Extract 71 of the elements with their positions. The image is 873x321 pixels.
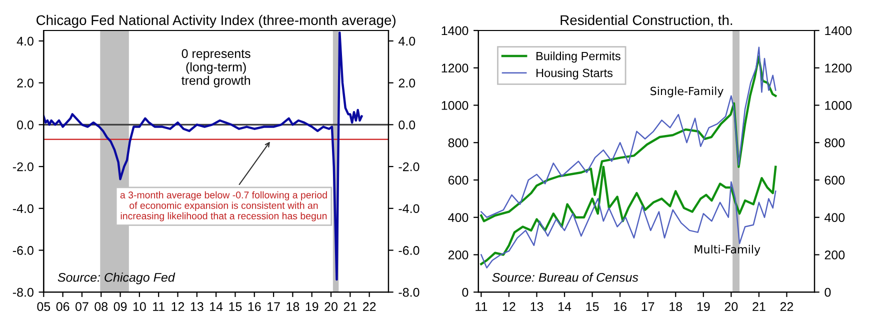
y-tick-label: 800	[448, 138, 468, 148]
y-tick-label: 600	[448, 176, 468, 185]
y-tick-label: -4.0	[12, 204, 34, 214]
x-tick-label: 10	[133, 302, 146, 312]
y-tick-label: 1200	[442, 64, 468, 73]
y2-tick-label: 0.0	[398, 120, 416, 130]
x-tick-label: 18	[286, 302, 300, 312]
y2-tick-label: 800	[824, 138, 845, 148]
x-tick-label: 14	[558, 302, 572, 311]
x-tick-label: 11	[153, 302, 164, 311]
x-tick-label: 08	[94, 302, 108, 312]
y2-tick-label: 2.0	[398, 78, 416, 88]
annotation: Source: Bureau of Census	[492, 272, 638, 282]
y2-tick-label: 0	[824, 288, 831, 297]
annotation: Single-Family	[650, 86, 724, 98]
chart-title: Chicago Fed National Activity Index (three-month average)	[36, 14, 396, 28]
y-tick-label: -8.0	[12, 288, 34, 297]
x-tick-label: 21	[752, 302, 766, 311]
legend-label: Housing Starts	[536, 68, 613, 80]
annotation: 0 represents (long-term) trend growth	[182, 49, 250, 88]
x-tick-label: 16	[614, 302, 626, 312]
x-tick-label: 05	[37, 302, 50, 312]
x-tick-label: 12	[172, 302, 184, 311]
y-tick-label: -2.0	[12, 162, 34, 172]
y-tick-label: -6.0	[12, 246, 34, 255]
x-tick-label: 11	[476, 302, 488, 311]
x-tick-label: 19	[697, 302, 710, 312]
y2-tick-label: 4.0	[398, 36, 416, 46]
y-tick-label: 0	[462, 288, 468, 297]
x-tick-label: 21	[344, 302, 357, 311]
x-tick-label: 22	[780, 302, 794, 311]
x-tick-label: 17	[642, 302, 654, 311]
x-tick-label: 22	[363, 302, 376, 311]
y-tick-label: 0.0	[17, 120, 34, 130]
y-tick-label: 1400	[442, 26, 468, 36]
x-tick-label: 12	[502, 302, 516, 311]
x-tick-label: 15	[229, 302, 242, 312]
legend-label: Building Permits	[536, 52, 620, 63]
x-tick-label: 16	[248, 302, 261, 312]
y2-tick-label: 1000	[825, 101, 852, 110]
y-tick-label: 200	[448, 250, 468, 260]
y2-tick-label: 1400	[825, 26, 852, 36]
y2-tick-label: -6.0	[398, 246, 420, 255]
line-series	[480, 181, 776, 268]
y2-tick-label: -2.0	[398, 162, 420, 172]
x-tick-label: 13	[190, 302, 204, 312]
y-tick-label: 2.0	[17, 78, 34, 88]
x-tick-label: 20	[724, 302, 738, 312]
y-tick-label: 1000	[442, 101, 468, 110]
y2-tick-label: 1200	[825, 64, 852, 73]
y-tick-label: 4.0	[16, 36, 34, 46]
y2-tick-label: 600	[824, 176, 845, 185]
annotation: a 3-month average below -0.7 following a period of economic expansion is consistent with an increasing likelihood that a recession has begun	[120, 191, 327, 222]
y2-tick-label: -8.0	[398, 288, 420, 297]
x-tick-label: 15	[586, 302, 599, 312]
y2-tick-label: -4.0	[398, 204, 420, 214]
x-tick-label: 07	[76, 302, 88, 312]
y-tick-label: 400	[448, 213, 468, 222]
x-tick-label: 09	[114, 302, 127, 312]
x-tick-label: 18	[670, 302, 682, 312]
y2-tick-label: 400	[824, 213, 845, 222]
x-tick-label: 17	[268, 302, 280, 311]
x-tick-label: 20	[324, 302, 338, 312]
chart-title: Residential Construction, th.	[560, 14, 732, 27]
x-tick-label: 19	[306, 302, 318, 312]
annotation: Multi-Family	[694, 244, 760, 256]
x-tick-label: 13	[530, 302, 544, 312]
x-tick-label: 14	[210, 302, 223, 311]
y2-tick-label: 200	[824, 250, 845, 260]
x-tick-label: 06	[56, 302, 70, 312]
annotation: Source: Chicago Fed	[58, 272, 176, 284]
